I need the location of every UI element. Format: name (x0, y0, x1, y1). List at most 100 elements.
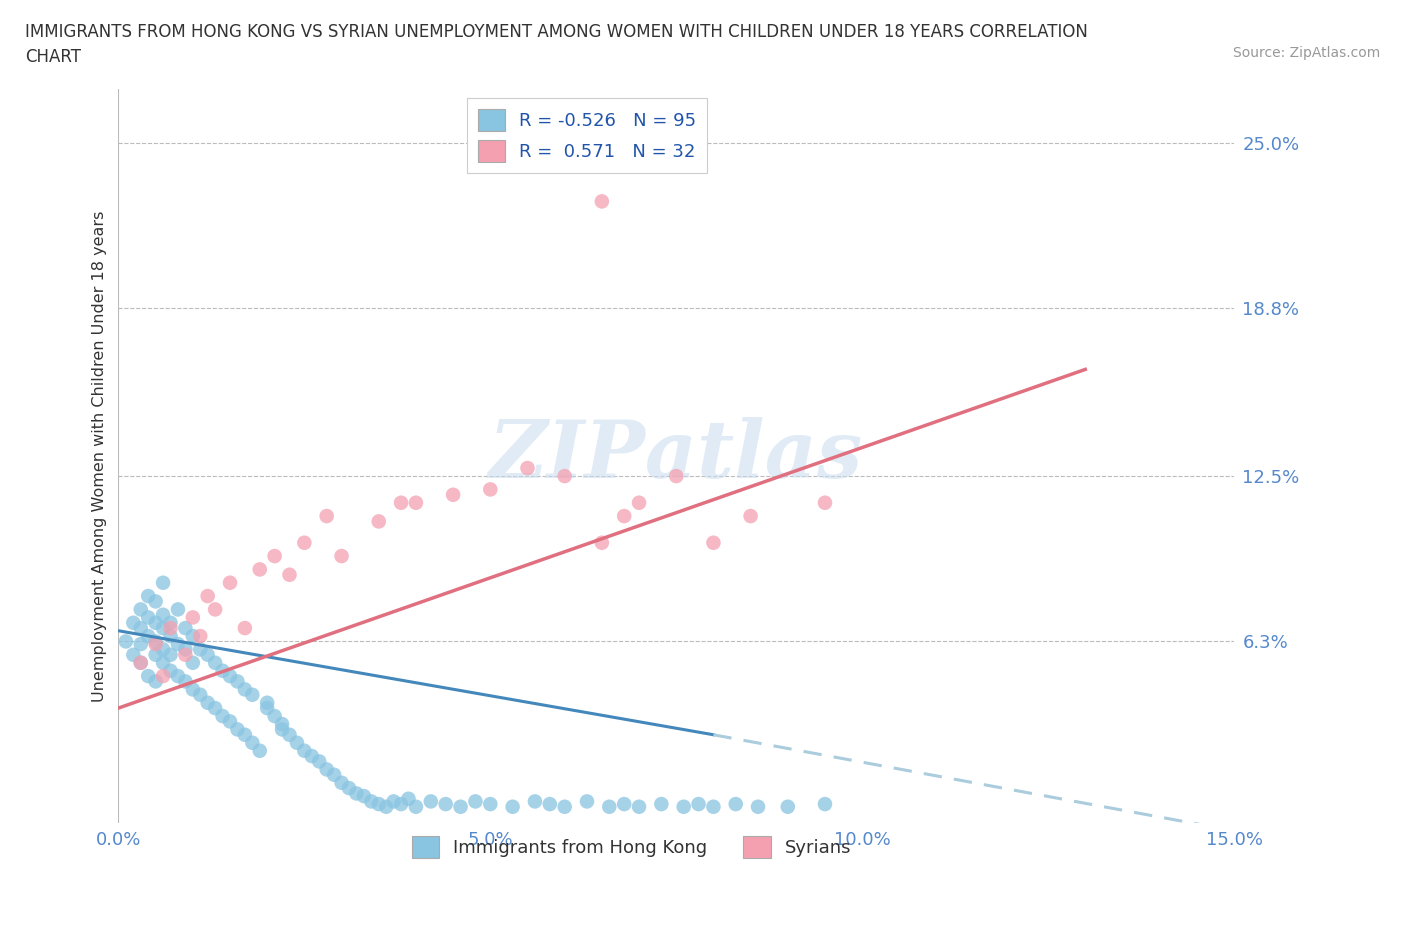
Point (337, 780, 360, 795)
Point (292, 743, 315, 758)
Point (159, 647, 181, 662)
Text: IMMIGRANTS FROM HONG KONG VS SYRIAN UNEMPLOYMENT AMONG WOMEN WITH CHILDREN UNDER: IMMIGRANTS FROM HONG KONG VS SYRIAN UNEM… (25, 23, 1088, 41)
Point (145, 616, 167, 631)
Point (441, 487, 464, 502)
Point (145, 634, 167, 649)
Point (188, 687, 211, 702)
Point (263, 549, 285, 564)
Point (315, 509, 337, 524)
Point (249, 562, 271, 577)
Point (419, 794, 441, 809)
Point (152, 642, 174, 657)
Point (249, 743, 271, 758)
Point (613, 509, 636, 524)
Point (159, 629, 181, 644)
Point (353, 789, 375, 804)
Point (591, 194, 613, 209)
Point (226, 674, 249, 689)
Point (159, 663, 181, 678)
Point (330, 776, 353, 790)
Point (814, 797, 837, 812)
Point (188, 642, 211, 657)
Point (181, 656, 204, 671)
Point (479, 482, 502, 497)
Point (776, 799, 799, 814)
Point (145, 637, 167, 652)
Point (367, 514, 389, 529)
Point (405, 496, 427, 511)
Point (323, 767, 346, 782)
Point (129, 602, 152, 617)
Point (591, 536, 613, 551)
Point (502, 799, 524, 814)
Point (226, 722, 249, 737)
Point (174, 642, 197, 657)
Point (516, 460, 538, 475)
Point (405, 799, 427, 814)
Point (747, 799, 769, 814)
Point (389, 496, 412, 511)
Point (136, 669, 159, 684)
Point (479, 797, 502, 812)
Point (240, 687, 263, 702)
Point (152, 576, 174, 591)
Point (174, 674, 197, 689)
Point (702, 799, 724, 814)
Point (256, 700, 278, 715)
Point (278, 567, 301, 582)
Point (256, 696, 278, 711)
Point (346, 786, 368, 801)
Point (650, 797, 672, 812)
Point (197, 589, 219, 604)
Point (292, 536, 315, 551)
Point (554, 799, 576, 814)
Point (129, 656, 152, 671)
Point (263, 709, 285, 724)
Point (129, 656, 152, 671)
Point (598, 799, 620, 814)
Text: ZIP​atlas: ZIP​atlas (489, 418, 863, 495)
Point (188, 629, 211, 644)
Point (285, 736, 308, 751)
Point (181, 610, 204, 625)
Point (167, 669, 190, 684)
Point (129, 637, 152, 652)
Point (145, 647, 167, 662)
Point (167, 602, 190, 617)
Point (204, 700, 226, 715)
Point (538, 797, 561, 812)
Point (167, 637, 190, 652)
Point (382, 794, 405, 809)
Point (152, 656, 174, 671)
Point (211, 709, 233, 724)
Point (271, 717, 294, 732)
Point (122, 616, 145, 631)
Point (271, 722, 294, 737)
Point (464, 794, 486, 809)
Point (702, 536, 724, 551)
Point (330, 549, 353, 564)
Point (145, 594, 167, 609)
Point (152, 620, 174, 635)
Point (174, 620, 197, 635)
Point (145, 674, 167, 689)
Point (308, 754, 330, 769)
Point (129, 620, 152, 635)
Point (628, 799, 651, 814)
Legend: Immigrants from Hong Kong, Syrians: Immigrants from Hong Kong, Syrians (405, 829, 859, 865)
Point (181, 682, 204, 697)
Point (814, 496, 837, 511)
Point (613, 797, 636, 812)
Point (450, 799, 472, 814)
Point (219, 714, 242, 729)
Point (115, 634, 138, 649)
Text: CHART: CHART (25, 48, 82, 66)
Point (554, 469, 576, 484)
Point (204, 602, 226, 617)
Point (628, 496, 651, 511)
Point (174, 647, 197, 662)
Point (389, 797, 412, 812)
Point (523, 794, 546, 809)
Point (665, 469, 688, 484)
Point (575, 794, 598, 809)
